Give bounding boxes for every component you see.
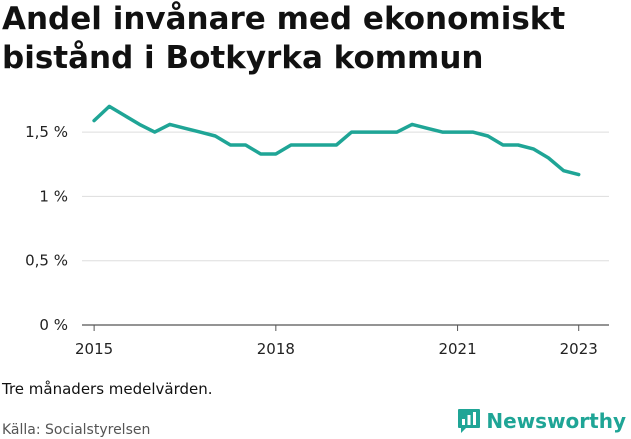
chart-note: Tre månaders medelvärden. (2, 380, 213, 398)
y-tick-label: 1,5 % (25, 123, 68, 141)
x-tick-label: 2015 (75, 340, 113, 358)
y-tick-label: 0,5 % (25, 252, 68, 270)
series-layer (92, 104, 581, 177)
series-line (92, 104, 581, 177)
x-tick-label: 2023 (560, 340, 598, 358)
source-text: Källa: Socialstyrelsen (2, 422, 151, 438)
brand-logo: Newsworthy (457, 408, 626, 434)
grid-layer (82, 131, 609, 326)
y-tick-label: 1 % (39, 187, 68, 205)
brand-name: Newsworthy (486, 409, 626, 433)
axis-layer: 0 % 0,5 % 1 % 1,5 % 2015 2018 2021 2023 (25, 123, 598, 358)
bar-chart-icon (458, 409, 481, 433)
x-tick-label: 2018 (257, 340, 295, 358)
chart-title: Andel invånare med ekonomiskt bistånd i … (2, 1, 566, 76)
x-tick-label: 2021 (438, 340, 476, 358)
y-tick-label: 0 % (39, 316, 68, 334)
